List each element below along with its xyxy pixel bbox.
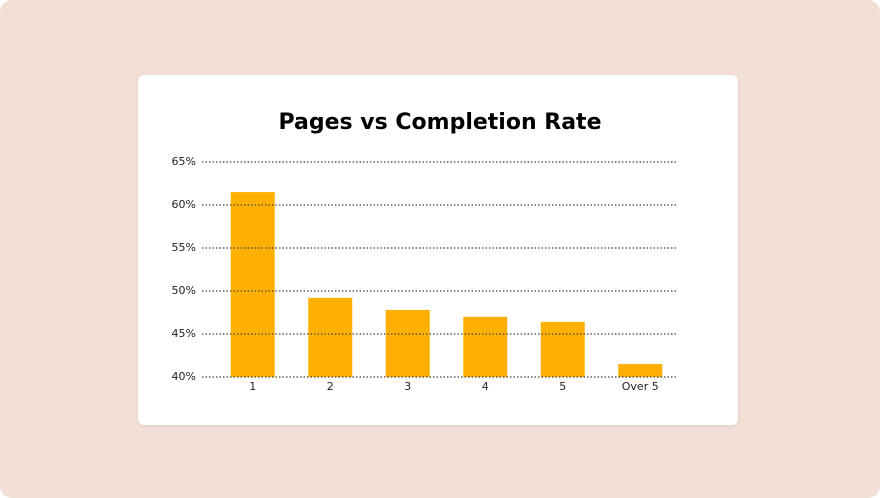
bar xyxy=(618,364,663,377)
bar xyxy=(230,192,275,377)
x-tick-label: 5 xyxy=(559,380,566,393)
x-tick-label: 4 xyxy=(482,380,489,393)
x-tick-label: Over 5 xyxy=(622,380,659,393)
bar xyxy=(540,321,585,377)
y-tick-label: 55% xyxy=(172,241,196,254)
y-tick-label: 40% xyxy=(172,370,196,383)
bar xyxy=(385,309,430,377)
x-tick-label: 2 xyxy=(327,380,334,393)
y-tick-label: 65% xyxy=(172,155,196,168)
y-tick-label: 50% xyxy=(172,284,196,297)
bar xyxy=(308,297,353,377)
y-tick-label: 60% xyxy=(172,198,196,211)
y-tick-label: 45% xyxy=(172,327,196,340)
bar xyxy=(463,316,508,377)
chart-title: Pages vs Completion Rate xyxy=(278,110,601,135)
x-tick-label: 1 xyxy=(249,380,256,393)
x-tick-label: 3 xyxy=(404,380,411,393)
